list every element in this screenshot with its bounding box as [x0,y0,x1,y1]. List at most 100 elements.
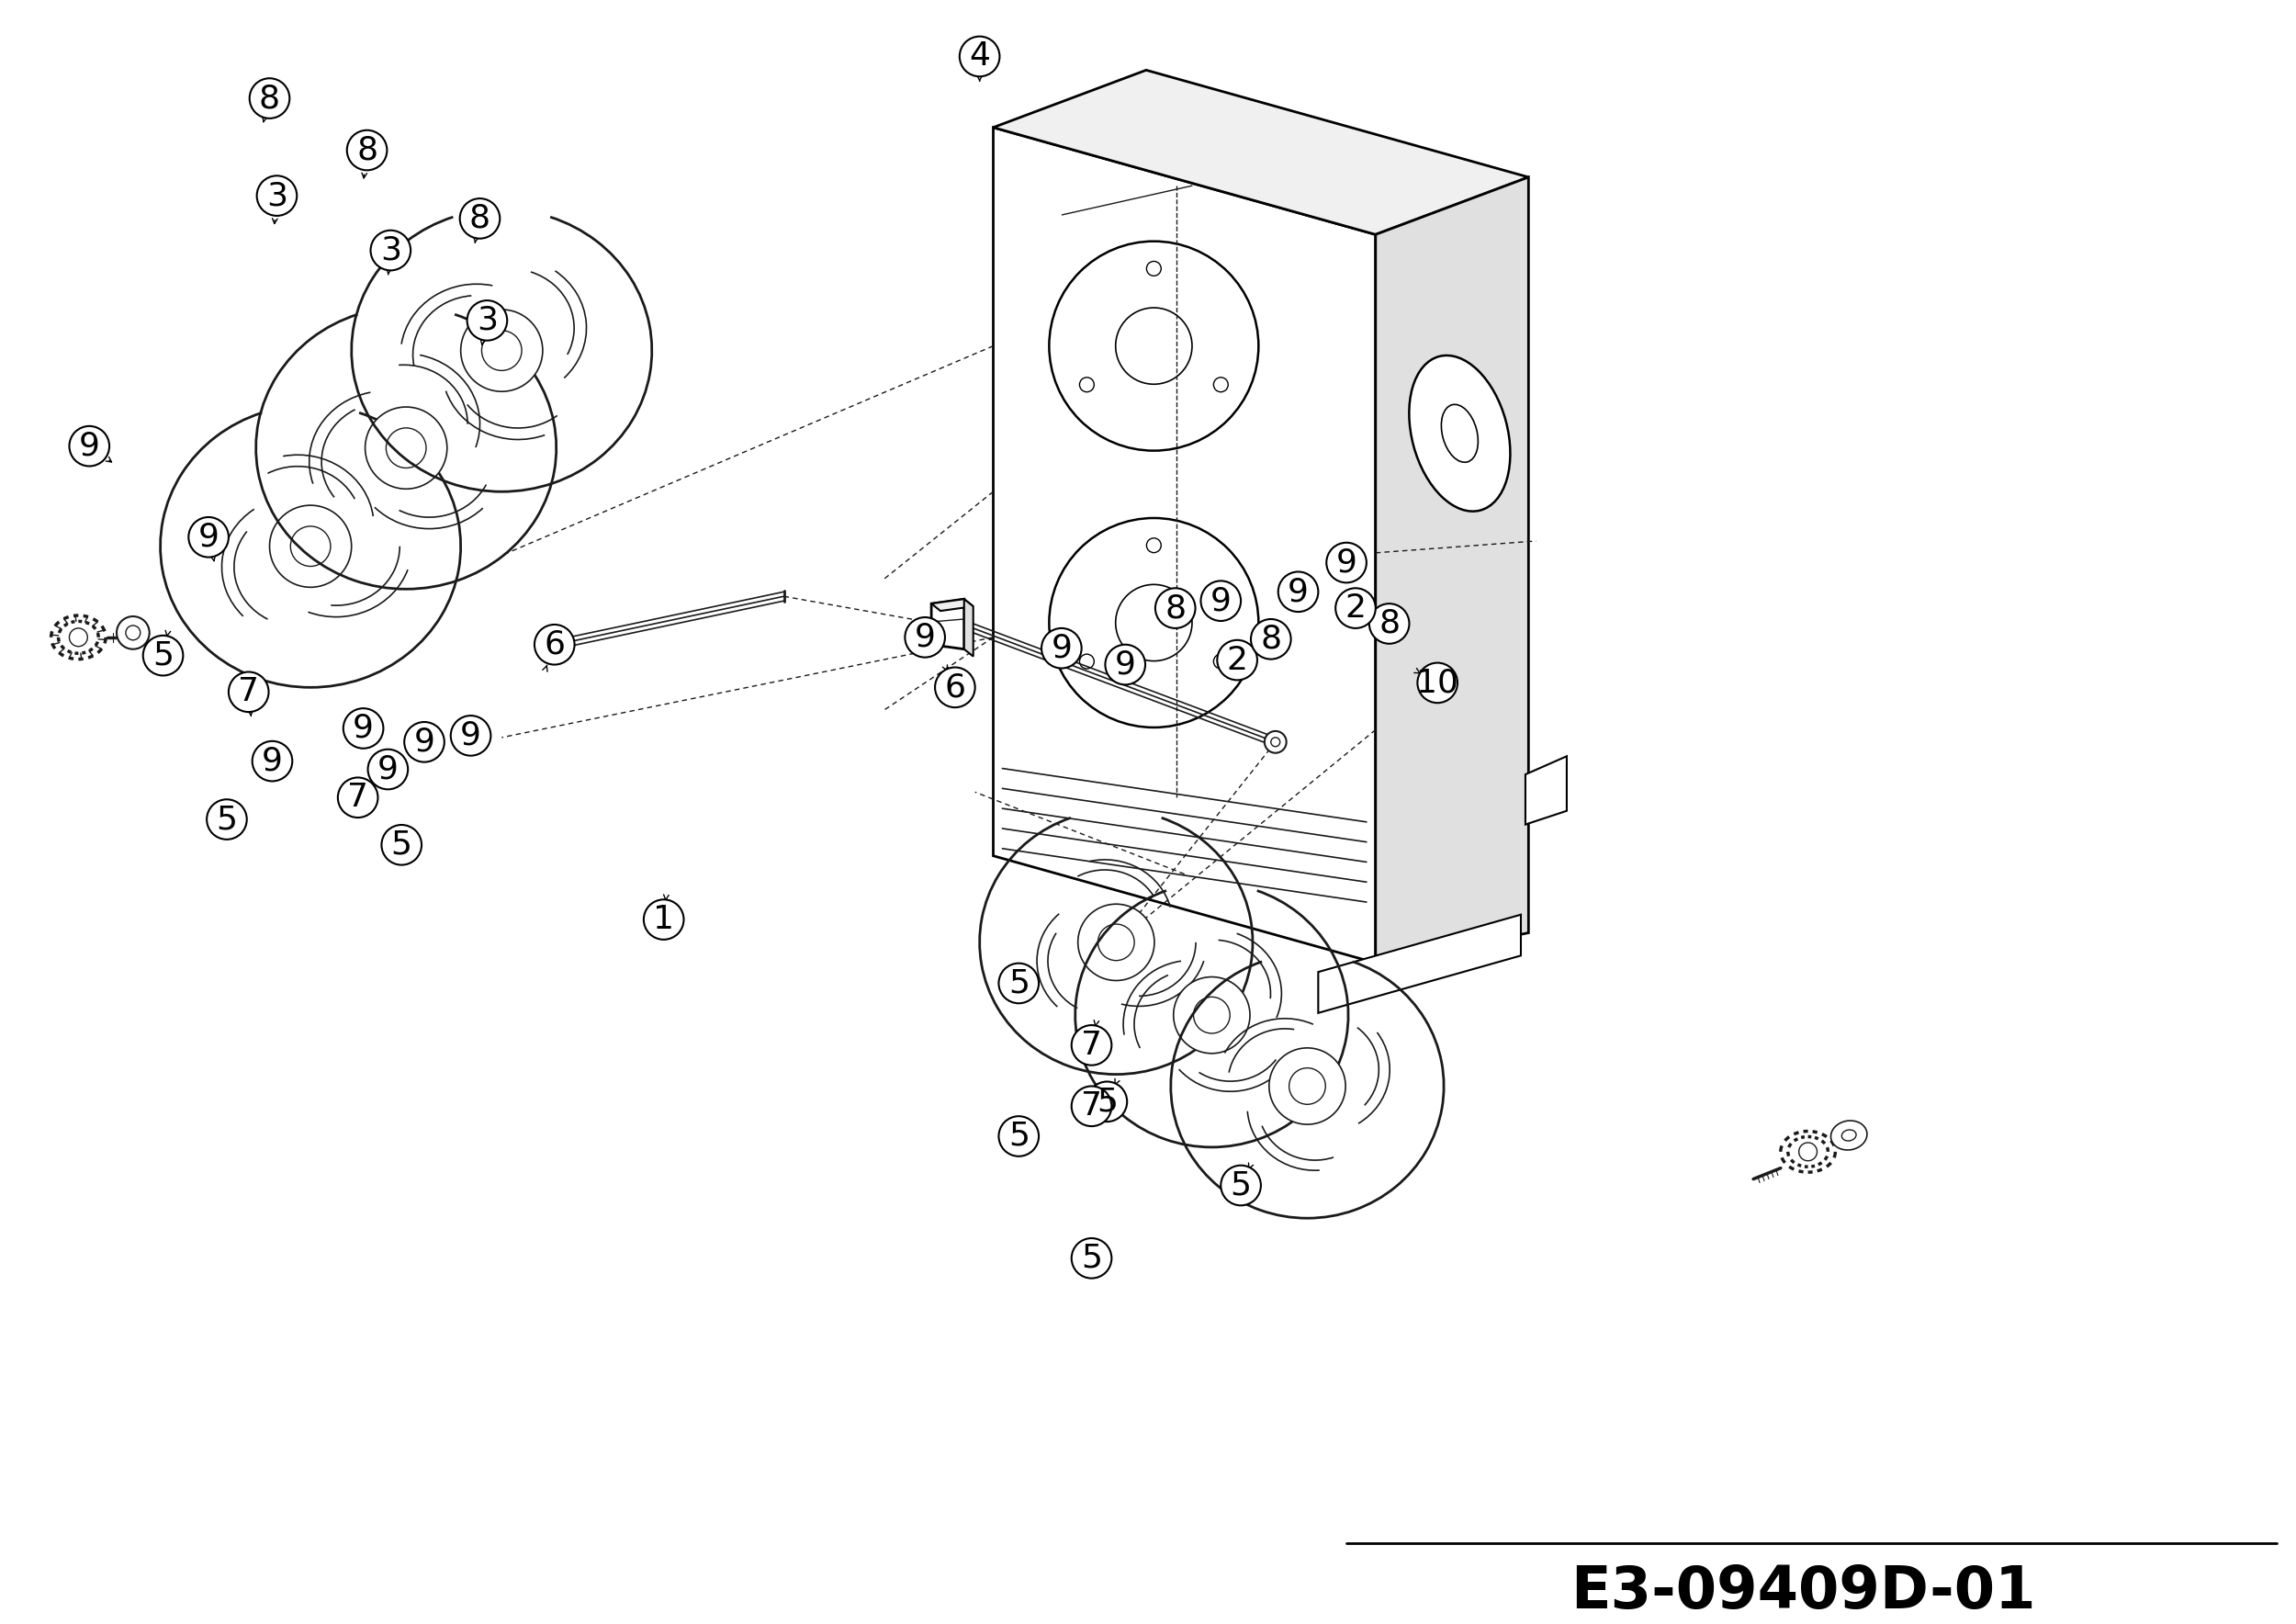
Circle shape [1155,588,1196,628]
Circle shape [386,427,427,468]
Text: 9: 9 [1052,633,1072,664]
Text: 9: 9 [1336,547,1357,578]
Circle shape [1104,645,1146,685]
Text: 7: 7 [1081,1091,1102,1122]
Circle shape [1072,1086,1111,1125]
Circle shape [338,778,379,817]
Circle shape [461,310,542,391]
Text: 5: 5 [1008,968,1029,999]
Text: 3: 3 [266,180,287,211]
Text: 5: 5 [216,804,236,835]
Circle shape [1049,518,1258,728]
Text: 8: 8 [1261,624,1281,654]
Polygon shape [1525,757,1566,825]
Circle shape [142,635,184,676]
Circle shape [1201,581,1240,620]
Circle shape [1173,978,1249,1054]
Circle shape [381,825,422,866]
Ellipse shape [1830,1121,1867,1150]
Circle shape [126,625,140,640]
Circle shape [1417,663,1458,703]
Circle shape [960,36,999,76]
Text: 3: 3 [478,305,498,336]
Circle shape [1327,542,1366,583]
Text: 5: 5 [1231,1169,1251,1202]
Polygon shape [994,70,1529,234]
Circle shape [344,708,383,749]
Text: 9: 9 [354,713,374,744]
Text: 2: 2 [1345,593,1366,624]
Text: 9: 9 [262,745,282,776]
Circle shape [370,231,411,271]
Polygon shape [1375,177,1529,963]
Text: 8: 8 [468,203,491,234]
Text: E3-09409D-01: E3-09409D-01 [1570,1562,2037,1619]
Circle shape [1288,1069,1325,1104]
Circle shape [367,749,409,789]
Text: 5: 5 [390,830,411,861]
Circle shape [1146,261,1162,276]
Circle shape [1270,1047,1345,1124]
Text: 8: 8 [1378,607,1401,640]
Circle shape [1798,1143,1816,1161]
Circle shape [905,617,946,658]
Polygon shape [932,599,974,611]
Circle shape [1049,242,1258,451]
Circle shape [257,175,296,216]
Circle shape [459,198,501,239]
Circle shape [1116,585,1192,661]
Ellipse shape [1410,356,1511,512]
Text: 2: 2 [1226,645,1247,676]
Circle shape [1215,377,1228,391]
Circle shape [269,505,351,588]
Circle shape [1217,640,1258,680]
Text: 7: 7 [347,781,367,814]
Text: 3: 3 [381,235,402,266]
Circle shape [934,667,976,708]
Circle shape [253,741,292,781]
Text: 9: 9 [1210,585,1231,617]
Text: 7: 7 [239,676,259,708]
Circle shape [1368,604,1410,643]
Text: 9: 9 [197,521,218,552]
Circle shape [250,78,289,119]
Circle shape [1079,654,1095,669]
Text: 6: 6 [944,672,967,703]
Polygon shape [932,599,964,650]
Text: 4: 4 [969,41,990,71]
Text: 9: 9 [78,430,99,461]
Text: 1: 1 [652,905,675,935]
Circle shape [69,425,110,466]
Circle shape [1194,997,1231,1033]
Circle shape [365,408,448,489]
Circle shape [347,130,388,171]
Text: 9: 9 [459,719,482,752]
Text: 10: 10 [1417,667,1458,698]
Circle shape [999,1116,1038,1156]
Text: 5: 5 [152,640,174,671]
Circle shape [1116,307,1192,385]
Circle shape [1272,737,1279,747]
Circle shape [1097,924,1134,960]
Polygon shape [1318,914,1520,1013]
Text: 8: 8 [356,135,377,166]
Circle shape [999,963,1038,1004]
Ellipse shape [1442,404,1479,463]
Text: 9: 9 [1288,577,1309,607]
Text: 9: 9 [377,754,400,784]
Circle shape [207,799,246,840]
Circle shape [188,516,230,557]
Circle shape [1279,572,1318,612]
Circle shape [482,331,521,370]
Text: 9: 9 [413,726,434,758]
Circle shape [542,641,551,651]
Polygon shape [994,127,1375,963]
Circle shape [230,672,269,711]
Circle shape [1042,628,1081,667]
Text: 8: 8 [1164,593,1187,624]
Circle shape [1072,1025,1111,1065]
Circle shape [69,628,87,646]
Text: 8: 8 [259,83,280,114]
Ellipse shape [1841,1130,1855,1140]
Text: 5: 5 [1008,1121,1029,1151]
